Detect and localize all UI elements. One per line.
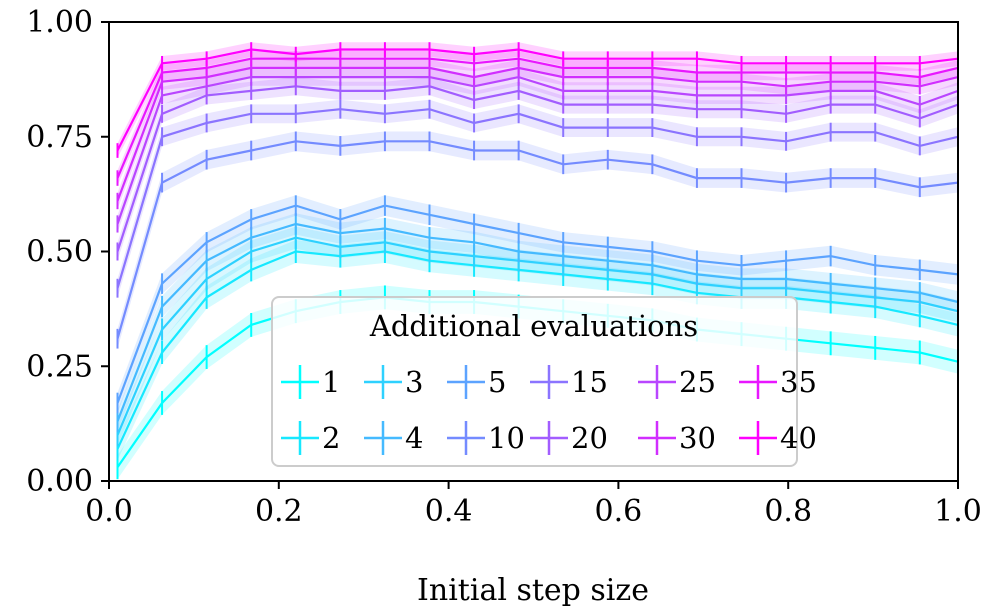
series-line-30 (116, 66, 959, 202)
legend-label: 1 (322, 365, 340, 399)
legend-label: 4 (405, 421, 423, 455)
series-band-30 (117, 59, 958, 210)
legend-item-2: 2 (281, 421, 340, 455)
legend-items: 1 2 3 4 5 10 15 20 25 30 35 40 (281, 365, 817, 455)
y-tick-label: 0.75 (26, 120, 93, 155)
legend-label: 3 (405, 365, 423, 399)
x-tick-label: 0.4 (425, 494, 473, 529)
series-band-10 (117, 131, 958, 349)
legend-item-1: 1 (281, 365, 340, 399)
x-axis: 0.0 0.2 0.4 0.6 0.8 1.0 (85, 481, 982, 529)
series-band-3 (117, 226, 958, 447)
legend-item-40: 40 (739, 421, 817, 455)
legend-item-3: 3 (364, 365, 423, 399)
series-band-35 (117, 51, 958, 186)
series-line-4 (116, 222, 959, 422)
x-tick-label: 1.0 (934, 494, 982, 529)
series-band-25 (117, 68, 958, 233)
x-tick-label: 0.8 (764, 494, 812, 529)
legend-label: 25 (679, 365, 716, 399)
series-line-2 (116, 250, 959, 450)
legend-label: 40 (780, 421, 817, 455)
legend-label: 30 (679, 421, 716, 455)
series-line-15 (116, 108, 959, 289)
legend-label: 10 (488, 421, 525, 455)
legend-item-4: 4 (364, 421, 423, 455)
legend-label: 15 (571, 365, 608, 399)
legend-label: 35 (780, 365, 817, 399)
legend-item-5: 5 (447, 365, 506, 399)
legend: Additional evaluations 1 2 3 4 5 10 15 20 25 30 35… (271, 296, 817, 467)
legend-item-15: 15 (530, 365, 608, 399)
y-tick-label: 1.00 (26, 5, 93, 40)
series-band-20 (117, 77, 958, 261)
legend-item-25: 25 (638, 365, 716, 399)
x-tick-label: 0.0 (85, 494, 133, 529)
y-tick-label: 0.50 (26, 235, 93, 270)
series-line-5 (116, 204, 959, 404)
legend-label: 2 (322, 421, 340, 455)
series-line-3 (116, 236, 959, 436)
legend-title: Additional evaluations (369, 309, 698, 343)
series-band-15 (117, 99, 958, 298)
x-tick-label: 0.2 (255, 494, 303, 529)
y-tick-label: 0.25 (26, 349, 93, 384)
series-line-40 (116, 48, 959, 152)
x-axis-label: Initial step size (417, 573, 649, 608)
series-band-5 (117, 195, 958, 414)
series-band-2 (117, 240, 958, 461)
legend-item-35: 35 (739, 365, 817, 399)
series-line-25 (116, 75, 959, 225)
y-tick-label: 0.00 (26, 464, 93, 499)
x-tick-label: 0.6 (595, 494, 643, 529)
series-line-35 (116, 57, 959, 179)
series-line-20 (116, 85, 959, 252)
error-bars (116, 42, 959, 480)
legend-item-20: 20 (530, 421, 608, 455)
y-axis: 0.00 0.25 0.50 0.75 1.00 (26, 5, 109, 499)
legend-item-10: 10 (447, 421, 525, 455)
legend-item-30: 30 (638, 421, 716, 455)
legend-label: 20 (571, 421, 608, 455)
series-band-40 (117, 42, 958, 158)
series-band-4 (117, 213, 958, 432)
series-line-10 (116, 140, 959, 340)
legend-label: 5 (488, 365, 506, 399)
